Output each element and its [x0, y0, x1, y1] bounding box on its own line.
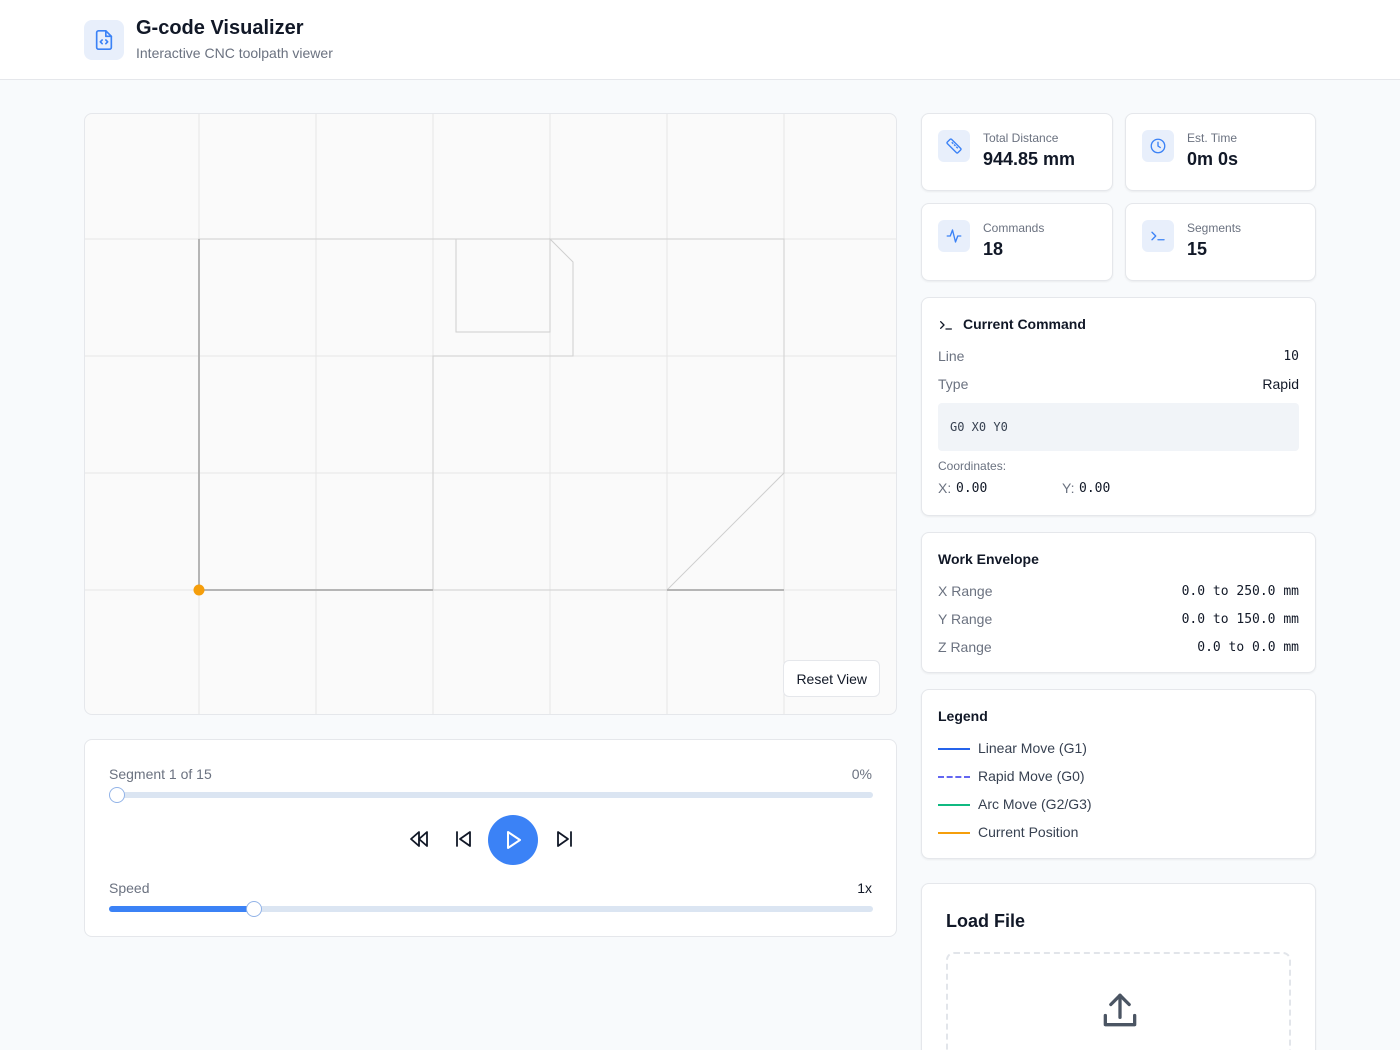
terminal-icon	[938, 317, 954, 338]
segments-card: Segments 15	[1125, 203, 1316, 281]
executed-path	[198, 239, 784, 591]
load-file-title: Load File	[946, 911, 1026, 931]
upload-icon	[1098, 988, 1142, 1037]
est-time-value: 0m 0s	[1187, 149, 1239, 169]
legend-item-linear: Linear Move (G1)	[978, 740, 1087, 756]
ruler-icon	[938, 130, 970, 162]
legend-title: Legend	[938, 708, 988, 724]
rewind-icon[interactable]	[405, 827, 433, 851]
legend-item-rapid: Rapid Move (G0)	[978, 768, 1085, 784]
playback-panel: Segment 1 of 15 0% Speed 1x	[84, 739, 897, 937]
load-file-card: Load File	[921, 883, 1316, 1050]
toolpath-canvas[interactable]: Reset View	[84, 113, 897, 715]
progress-percent: 0%	[851, 766, 872, 782]
x-coord-label: X:	[938, 480, 952, 496]
speed-slider-thumb[interactable]	[246, 901, 263, 917]
y-coord-label: Y:	[1062, 480, 1075, 496]
reset-view-button[interactable]: Reset View	[783, 660, 880, 697]
x-range-value: 0.0 to 250.0 mm	[1181, 584, 1299, 599]
x-coord-value: 0.00	[956, 481, 988, 496]
activity-icon	[938, 220, 970, 252]
y-range-label: Y Range	[938, 611, 993, 627]
progress-slider[interactable]	[109, 787, 873, 803]
skip-forward-icon[interactable]	[551, 827, 579, 851]
segment-counter: Segment 1 of 15	[109, 766, 212, 782]
est-time-label: Est. Time	[1187, 131, 1238, 145]
speed-value: 1x	[857, 880, 872, 896]
z-range-value: 0.0 to 0.0 mm	[1197, 640, 1299, 655]
clock-icon	[1142, 130, 1174, 162]
line-label: Line	[938, 348, 965, 364]
y-coord-value: 0.00	[1079, 481, 1111, 496]
type-value: Rapid	[1262, 376, 1299, 392]
commands-card: Commands 18	[921, 203, 1113, 281]
total-distance-label: Total Distance	[983, 131, 1059, 145]
legend-swatch-position	[938, 832, 970, 834]
current-command-title: Current Command	[963, 316, 1086, 332]
type-label: Type	[938, 376, 969, 392]
commands-value: 18	[983, 239, 1004, 259]
est-time-card: Est. Time 0m 0s	[1125, 113, 1316, 191]
segments-value: 15	[1187, 239, 1208, 259]
app-subtitle: Interactive CNC toolpath viewer	[136, 45, 333, 61]
work-envelope-card: Work Envelope X Range 0.0 to 250.0 mm Y …	[921, 532, 1316, 673]
play-button[interactable]	[488, 815, 538, 865]
progress-slider-thumb[interactable]	[109, 787, 125, 803]
app-header: G-code Visualizer Interactive CNC toolpa…	[0, 0, 1400, 80]
x-range-label: X Range	[938, 583, 993, 599]
total-distance-card: Total Distance 944.85 mm	[921, 113, 1113, 191]
file-drop-zone[interactable]	[946, 952, 1291, 1050]
legend-item-arc: Arc Move (G2/G3)	[978, 796, 1092, 812]
legend-swatch-rapid	[938, 776, 970, 778]
app-title: G-code Visualizer	[136, 17, 304, 39]
z-range-label: Z Range	[938, 639, 992, 655]
command-code: G0 X0 Y0	[950, 420, 1008, 434]
segments-label: Segments	[1187, 221, 1242, 235]
speed-slider-fill	[109, 906, 255, 912]
legend-swatch-linear	[938, 748, 970, 750]
grid-lines	[85, 114, 896, 714]
current-command-card: Current Command Line 10 Type Rapid G0 X0…	[921, 297, 1316, 516]
terminal-icon	[1142, 220, 1174, 252]
total-distance-value: 944.85 mm	[983, 149, 1076, 169]
skip-back-icon[interactable]	[449, 827, 477, 851]
y-range-value: 0.0 to 150.0 mm	[1181, 612, 1299, 627]
toolpath-svg	[85, 114, 896, 714]
speed-slider[interactable]	[109, 901, 873, 917]
coordinates-label: Coordinates:	[938, 459, 1007, 473]
commands-label: Commands	[983, 221, 1045, 235]
command-code-box: G0 X0 Y0	[938, 403, 1299, 451]
legend-card: Legend Linear Move (G1) Rapid Move (G0) …	[921, 689, 1316, 859]
legend-item-position: Current Position	[978, 824, 1079, 840]
legend-swatch-arc	[938, 804, 970, 806]
work-envelope-title: Work Envelope	[938, 551, 1039, 567]
play-icon	[507, 831, 521, 849]
current-position-marker	[193, 584, 205, 596]
file-code-icon	[84, 20, 124, 60]
speed-label: Speed	[109, 880, 150, 896]
toolpath-lines	[198, 237, 785, 591]
line-value: 10	[1283, 349, 1299, 364]
